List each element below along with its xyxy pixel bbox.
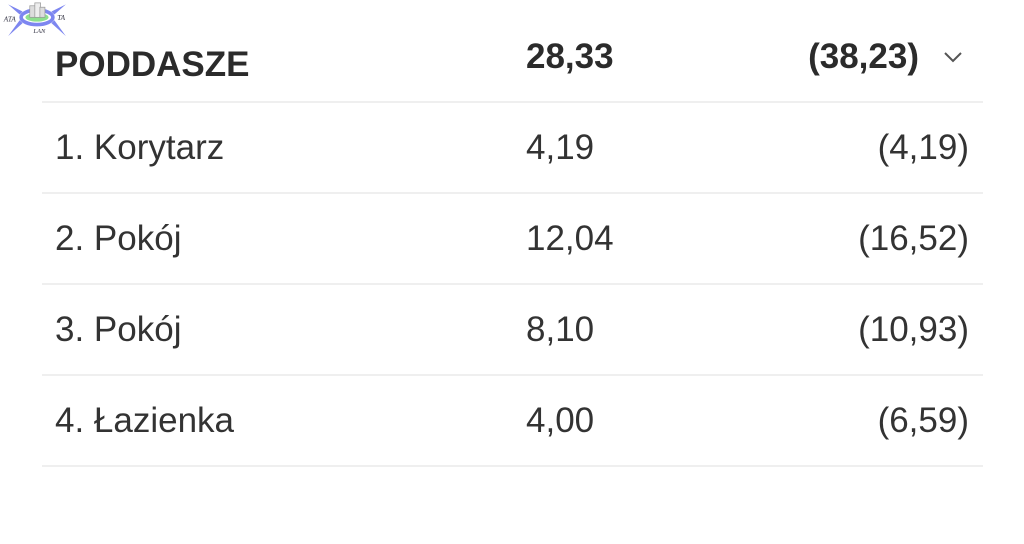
room-total: (16,52) (858, 218, 969, 258)
room-total: (4,19) (877, 127, 969, 167)
section-name: PODDASZE (55, 45, 250, 85)
room-area-table: PODDASZE 28,33 (38,23) 1. Korytarz 4,19 … (42, 12, 983, 467)
room-total: (6,59) (877, 400, 969, 440)
room-name: 1. Korytarz (55, 127, 225, 167)
room-area: 8,10 (526, 309, 595, 349)
table-row: 4. Łazienka 4,00 (6,59) (42, 376, 983, 467)
room-total: (10,93) (858, 309, 969, 349)
svg-text:LAN: LAN (32, 28, 46, 35)
room-area: 4,00 (526, 400, 595, 440)
room-area: 12,04 (526, 218, 614, 258)
table-row: 1. Korytarz 4,19 (4,19) (42, 103, 983, 194)
table-row: 3. Pokój 8,10 (10,93) (42, 285, 983, 376)
svg-text:TA: TA (57, 14, 65, 22)
svg-text:ATA: ATA (3, 16, 17, 24)
room-area: 4,19 (526, 127, 595, 167)
room-name: 4. Łazienka (55, 400, 235, 440)
watermark-logo: ATA TA LAN (3, 2, 66, 37)
chevron-down-icon[interactable] (941, 45, 965, 69)
room-name: 3. Pokój (55, 309, 182, 349)
table-row: 2. Pokój 12,04 (16,52) (42, 194, 983, 285)
section-total: (38,23) (808, 36, 919, 76)
room-name: 2. Pokój (55, 218, 182, 258)
section-area: 28,33 (526, 36, 614, 76)
section-header-poddasze[interactable]: PODDASZE 28,33 (38,23) (42, 12, 983, 103)
